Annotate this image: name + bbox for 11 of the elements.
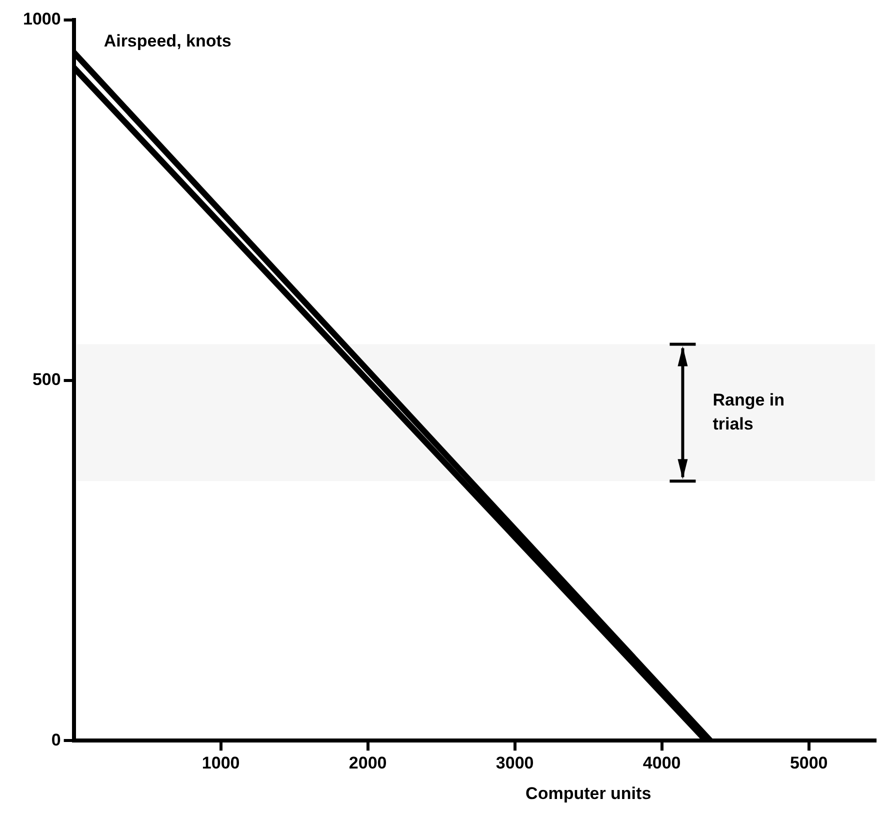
x-axis-title: Computer units <box>526 784 652 803</box>
y-tick-label: 500 <box>32 370 61 389</box>
x-tick-label: 3000 <box>496 753 534 772</box>
x-tick-label: 5000 <box>790 753 828 772</box>
x-tick-label: 1000 <box>202 753 240 772</box>
y-tick-label: 1000 <box>22 10 61 29</box>
x-tick-label: 2000 <box>348 753 387 772</box>
x-tick-label: 4000 <box>642 753 681 772</box>
band-label: Range in trials <box>712 390 785 434</box>
y-axis-title: Airspeed, knots <box>104 32 232 51</box>
y-tick-label: 0 <box>51 730 61 750</box>
